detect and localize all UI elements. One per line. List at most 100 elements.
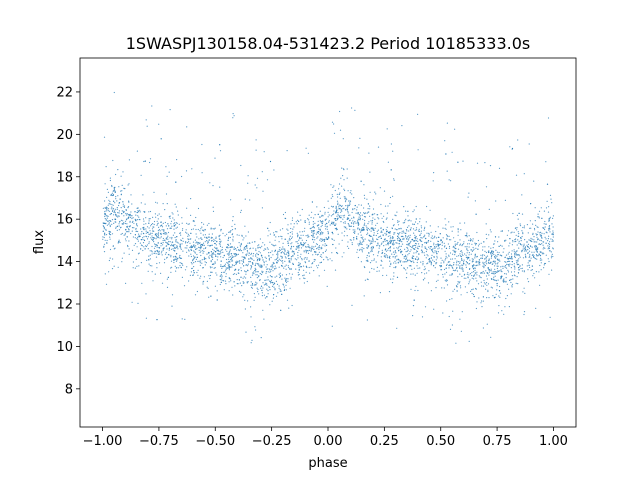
data-point	[523, 313, 525, 316]
data-point	[371, 219, 374, 222]
data-point	[356, 237, 358, 239]
data-point	[112, 194, 114, 197]
data-point	[492, 252, 494, 254]
data-point	[518, 242, 520, 244]
data-point	[344, 230, 346, 232]
data-point	[256, 274, 258, 276]
data-point	[457, 161, 459, 163]
data-point	[295, 268, 297, 270]
data-point	[405, 251, 407, 253]
data-point	[157, 232, 160, 234]
y-tick-label: 8	[65, 382, 73, 397]
data-point	[172, 245, 175, 247]
data-point	[416, 250, 418, 252]
data-point	[402, 235, 404, 238]
data-point	[396, 229, 398, 231]
data-point	[548, 235, 550, 237]
data-point	[521, 244, 523, 246]
data-point	[405, 269, 407, 271]
data-point	[511, 244, 513, 246]
data-point	[443, 246, 446, 248]
data-point	[112, 208, 114, 210]
data-point	[351, 193, 353, 195]
data-point	[511, 275, 513, 277]
data-point	[157, 222, 159, 224]
data-point	[545, 238, 547, 240]
data-point	[149, 234, 151, 236]
data-point	[290, 257, 292, 259]
data-point	[321, 233, 323, 235]
data-point	[413, 252, 415, 254]
data-point	[483, 254, 486, 256]
data-point	[311, 245, 313, 247]
data-point	[504, 240, 506, 242]
data-point	[386, 255, 389, 257]
data-point	[421, 251, 423, 253]
data-point	[482, 270, 484, 273]
data-point	[175, 224, 177, 226]
data-point	[536, 255, 538, 257]
data-point	[322, 215, 324, 217]
data-point	[459, 273, 461, 275]
data-point	[202, 250, 204, 252]
data-point	[166, 236, 168, 239]
data-point	[504, 261, 506, 263]
data-point	[254, 269, 256, 272]
data-point	[177, 248, 179, 250]
data-point	[246, 249, 248, 252]
data-point	[408, 244, 410, 246]
data-point	[279, 247, 281, 249]
data-point	[445, 224, 447, 226]
data-point	[424, 268, 426, 270]
data-point	[488, 246, 490, 248]
data-point	[264, 279, 266, 281]
data-point	[485, 256, 487, 258]
data-point	[340, 211, 342, 213]
data-point	[105, 229, 107, 231]
data-point	[134, 234, 136, 236]
data-point	[288, 266, 290, 269]
data-point	[310, 230, 313, 232]
data-point	[291, 236, 293, 238]
data-point	[498, 305, 500, 307]
data-point	[256, 257, 258, 259]
data-point	[317, 220, 319, 222]
data-point	[384, 205, 387, 207]
data-point	[319, 255, 321, 257]
data-point	[397, 232, 399, 234]
data-point	[406, 243, 408, 246]
data-point	[428, 258, 430, 261]
data-point	[380, 259, 382, 261]
data-point	[415, 258, 417, 260]
data-point	[197, 246, 200, 248]
data-point	[526, 244, 528, 246]
data-point	[220, 281, 222, 283]
data-point	[207, 244, 209, 246]
data-point	[539, 254, 542, 256]
data-point	[307, 236, 309, 238]
data-point	[217, 256, 219, 258]
data-point	[409, 265, 412, 267]
data-point	[380, 243, 382, 245]
data-point	[497, 265, 499, 267]
data-point	[302, 245, 304, 247]
data-point	[170, 220, 173, 222]
data-point	[303, 258, 305, 260]
data-point	[496, 271, 498, 273]
data-point	[106, 207, 108, 209]
data-point	[290, 248, 292, 250]
data-point	[459, 266, 461, 268]
data-point	[326, 244, 328, 246]
data-point	[152, 238, 154, 240]
data-point	[511, 257, 513, 259]
data-point	[110, 194, 112, 196]
data-point	[197, 242, 199, 244]
data-point	[142, 218, 145, 220]
data-point	[300, 242, 302, 244]
data-point	[225, 273, 227, 275]
data-point	[334, 212, 337, 214]
data-point	[267, 290, 269, 292]
data-point	[286, 252, 288, 254]
data-point	[194, 256, 196, 258]
data-point	[316, 237, 318, 239]
